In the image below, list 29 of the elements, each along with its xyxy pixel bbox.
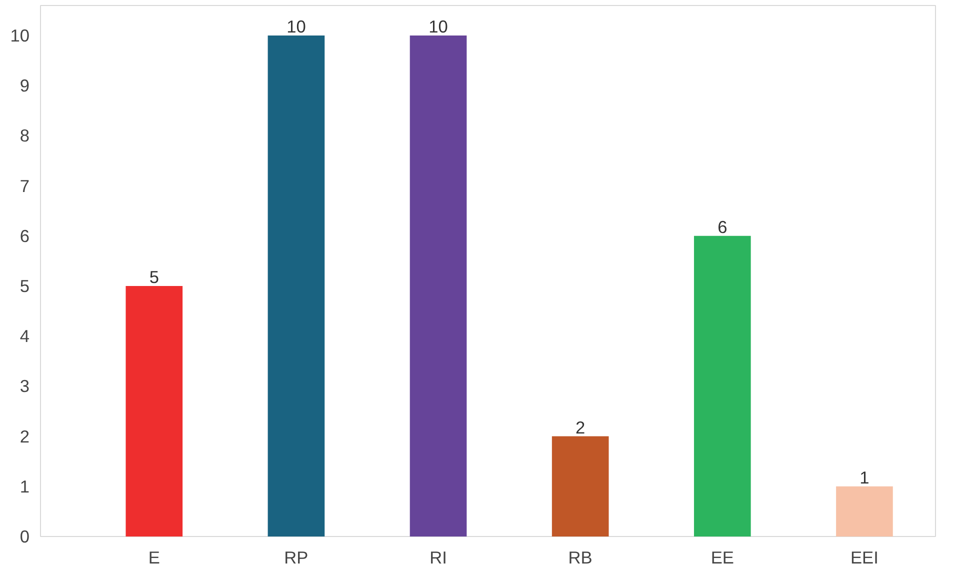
- y-tick-label: 6: [20, 226, 30, 246]
- y-tick-label: 2: [20, 426, 30, 446]
- data-label: 10: [286, 16, 306, 37]
- y-tick-label: 5: [20, 276, 30, 296]
- y-tick-label: 1: [20, 476, 30, 496]
- x-tick-label: EEI: [850, 548, 878, 568]
- y-tick-label: 0: [20, 526, 30, 546]
- data-label: 6: [718, 216, 728, 237]
- x-tick-label: E: [148, 548, 160, 568]
- bar: [552, 436, 609, 536]
- data-label: 5: [149, 267, 159, 288]
- bar: [836, 486, 893, 536]
- y-tick-label: 3: [20, 376, 30, 396]
- bar: [126, 286, 183, 536]
- y-tick-label: 8: [20, 126, 30, 146]
- data-label: 2: [576, 417, 586, 438]
- y-tick-label: 7: [20, 176, 30, 196]
- data-label: 10: [428, 16, 448, 37]
- y-tick-label: 9: [20, 76, 30, 96]
- y-tick-label: 4: [20, 326, 30, 346]
- x-tick-label: RB: [568, 548, 592, 568]
- bar: [268, 36, 325, 536]
- data-label: 1: [860, 467, 870, 488]
- x-tick-label: RI: [430, 548, 447, 568]
- x-tick-label: RP: [284, 548, 308, 568]
- x-tick-label: EE: [710, 548, 734, 568]
- bar: [410, 36, 467, 536]
- y-tick-label: 10: [10, 26, 30, 46]
- bar: [694, 236, 751, 536]
